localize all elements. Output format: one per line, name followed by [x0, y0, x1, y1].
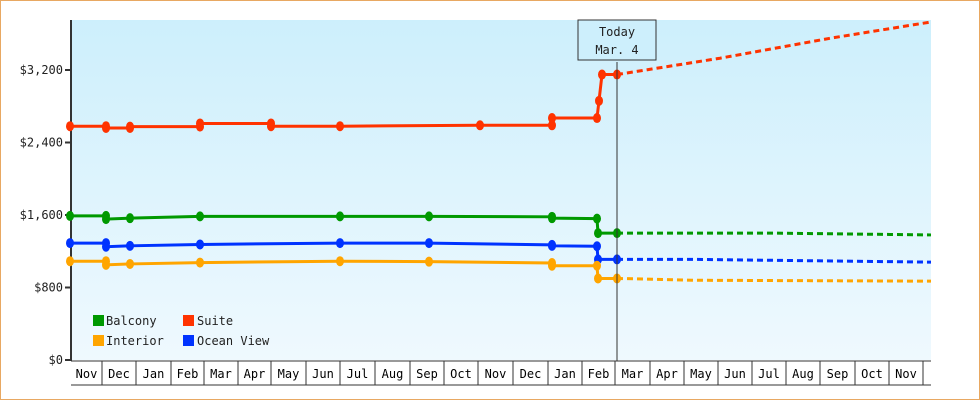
data-point[interactable] — [336, 121, 344, 132]
data-point[interactable] — [594, 228, 602, 239]
y-tick-label: $0 — [49, 353, 63, 367]
data-point[interactable] — [548, 120, 556, 131]
series-suite — [66, 20, 932, 133]
data-point[interactable] — [593, 241, 601, 252]
legend-swatch-interior — [93, 335, 104, 346]
x-month-label: Feb — [588, 367, 610, 381]
data-point[interactable] — [336, 238, 344, 249]
legend-swatch-ocean-view — [183, 335, 194, 346]
legend-label-interior: Interior — [106, 334, 164, 348]
data-point[interactable] — [594, 273, 602, 284]
data-point[interactable] — [548, 113, 556, 124]
y-tick-label: $2,400 — [20, 136, 63, 150]
data-point[interactable] — [425, 211, 433, 222]
data-point[interactable] — [595, 95, 603, 106]
data-point[interactable] — [196, 239, 204, 250]
x-month-label: Jul — [347, 367, 369, 381]
x-month-label: May — [278, 367, 300, 381]
plot-area — [71, 20, 931, 360]
today-label: Today — [599, 25, 635, 39]
data-point[interactable] — [66, 121, 74, 132]
x-month-label: Jan — [143, 367, 165, 381]
data-point[interactable] — [126, 258, 134, 269]
legend-label-balcony: Balcony — [106, 314, 157, 328]
today-date: Mar. 4 — [595, 43, 638, 57]
series-interior — [66, 256, 932, 284]
legend-swatch-balcony — [93, 315, 104, 326]
data-point[interactable] — [126, 240, 134, 251]
x-month-label: Mar — [210, 367, 232, 381]
data-point[interactable] — [476, 120, 484, 131]
data-point[interactable] — [336, 256, 344, 267]
x-month-label: Aug — [382, 367, 404, 381]
projection-line — [617, 231, 932, 237]
projection-line — [616, 276, 932, 283]
data-point[interactable] — [102, 259, 110, 270]
x-month-label: Sep — [416, 367, 438, 381]
x-month-label: Jan — [554, 367, 576, 381]
x-month-label: Sep — [827, 367, 849, 381]
x-month-label: Dec — [108, 367, 130, 381]
today-marker: Today Mar. 4 — [577, 19, 657, 361]
data-point[interactable] — [126, 213, 134, 224]
y-axis: $0 $800 $1,600 $2,400 $3,200 — [20, 20, 72, 367]
data-point[interactable] — [425, 256, 433, 267]
data-point[interactable] — [66, 210, 74, 221]
x-month-label: Jun — [312, 367, 334, 381]
data-point[interactable] — [598, 69, 606, 80]
projection-line — [617, 257, 932, 264]
data-point[interactable] — [196, 211, 204, 222]
data-point[interactable] — [102, 123, 110, 133]
y-tick-label: $800 — [34, 281, 63, 295]
projection-line — [616, 20, 932, 77]
x-month-label: Dec — [520, 367, 542, 381]
series-ocean-view — [66, 238, 932, 265]
data-point[interactable] — [196, 118, 204, 129]
data-point[interactable] — [548, 240, 556, 251]
data-point[interactable] — [548, 213, 556, 224]
x-month-label: Jul — [758, 367, 780, 381]
x-month-label: Nov — [485, 367, 507, 381]
series-group — [66, 20, 932, 284]
data-point[interactable] — [593, 213, 601, 224]
data-point[interactable] — [126, 121, 134, 132]
x-month-label: Apr — [244, 367, 266, 381]
x-month-label: Nov — [895, 367, 917, 381]
legend-label-suite: Suite — [197, 314, 233, 328]
legend-label-ocean-view: Ocean View — [197, 334, 270, 348]
x-month-label: May — [690, 367, 712, 381]
y-tick-label: $3,200 — [20, 63, 63, 77]
x-axis: Nov Dec Jan Feb Mar Apr May Jun Jul Aug Sep Oct Nov D… — [71, 360, 931, 386]
x-month-label: Aug — [792, 367, 814, 381]
data-point[interactable] — [66, 256, 74, 267]
x-month-label: Mar — [622, 367, 644, 381]
legend: Balcony Suite Interior Ocean View — [93, 314, 270, 348]
data-point[interactable] — [336, 211, 344, 222]
data-point[interactable] — [267, 121, 275, 132]
data-point[interactable] — [102, 214, 110, 225]
data-point[interactable] — [593, 113, 601, 124]
data-point[interactable] — [593, 260, 601, 271]
x-month-label: Oct — [450, 367, 472, 381]
x-month-label: Apr — [656, 367, 678, 381]
data-point[interactable] — [548, 260, 556, 271]
x-month-label: Oct — [861, 367, 883, 381]
x-month-label: Feb — [177, 367, 199, 381]
data-point[interactable] — [66, 238, 74, 249]
data-point[interactable] — [102, 241, 110, 252]
legend-swatch-suite — [183, 315, 194, 326]
x-month-label: Nov — [76, 367, 98, 381]
x-month-label: Jun — [724, 367, 746, 381]
data-point[interactable] — [196, 257, 204, 268]
y-tick-label: $1,600 — [20, 208, 63, 222]
data-point[interactable] — [425, 238, 433, 249]
